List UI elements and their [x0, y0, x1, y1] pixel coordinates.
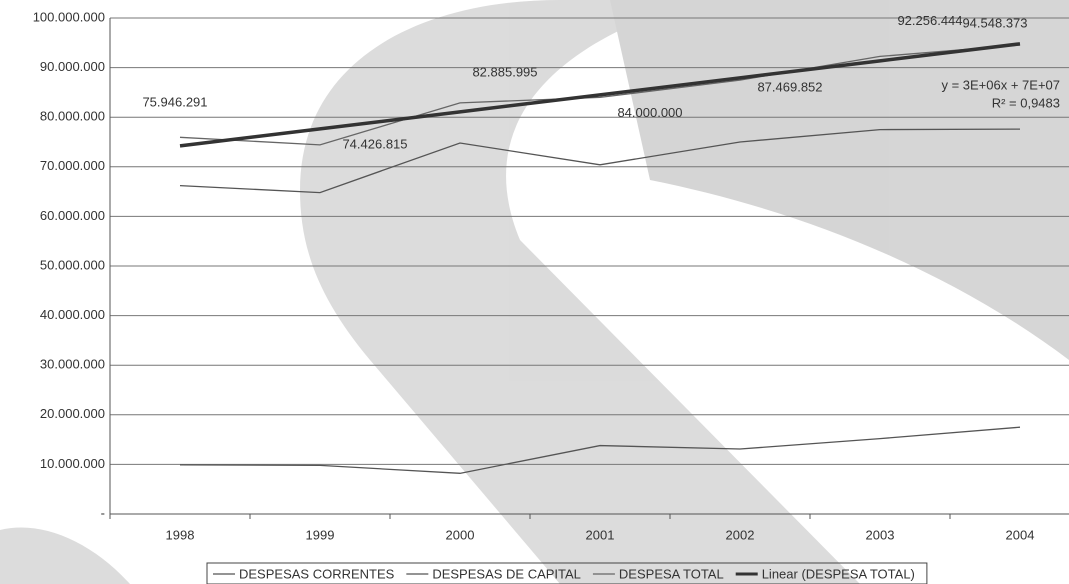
y-tick-label: -	[101, 505, 105, 520]
trendline-equation: y = 3E+06x + 7E+07	[941, 77, 1060, 92]
legend-label: DESPESAS CORRENTES	[239, 566, 395, 581]
y-tick-label: 80.000.000	[40, 109, 105, 124]
x-tick-label: 2000	[446, 527, 475, 542]
data-label: 92.256.444	[897, 13, 962, 28]
y-tick-label: 10.000.000	[40, 456, 105, 471]
trend-line	[179, 42, 1021, 148]
data-label: 75.946.291	[142, 95, 207, 110]
legend-label: DESPESA TOTAL	[619, 566, 724, 581]
y-tick-label: 100.000.000	[33, 9, 105, 24]
legend-label: Linear (DESPESA TOTAL)	[762, 566, 915, 581]
y-tick-label: 30.000.000	[40, 357, 105, 372]
legend-box	[206, 562, 928, 584]
x-tick-label: 2001	[586, 527, 615, 542]
series-line	[179, 426, 1021, 474]
y-tick-label: 20.000.000	[40, 406, 105, 421]
legend-label: DESPESAS DE CAPITAL	[432, 566, 581, 581]
r-squared: R² = 0,9483	[992, 95, 1060, 110]
y-tick-label: 70.000.000	[40, 158, 105, 173]
y-tick-label: 50.000.000	[40, 257, 105, 272]
y-tick-label: 90.000.000	[40, 59, 105, 74]
data-label: 87.469.852	[757, 80, 822, 95]
x-tick-label: 2002	[726, 527, 755, 542]
x-tick-label: 1998	[166, 527, 195, 542]
y-tick-label: 40.000.000	[40, 307, 105, 322]
data-label: 94.548.373	[962, 15, 1027, 30]
series-line	[179, 128, 1021, 194]
y-tick-label: 60.000.000	[40, 208, 105, 223]
data-label: 82.885.995	[472, 64, 537, 79]
x-tick-label: 2003	[866, 527, 895, 542]
x-tick-label: 2004	[1006, 527, 1035, 542]
legend: DESPESAS CORRENTES DESPESAS DE CAPITAL DES…	[206, 562, 928, 584]
series-line	[179, 44, 1021, 146]
data-label: 84.000.000	[617, 105, 682, 120]
x-tick-label: 1999	[306, 527, 335, 542]
data-label: 74.426.815	[342, 136, 407, 151]
